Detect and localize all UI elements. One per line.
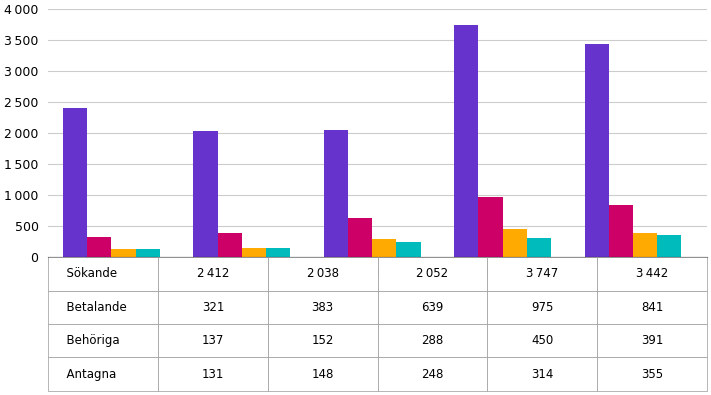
Bar [609, 205, 633, 257]
Bar [266, 248, 290, 257]
Bar [63, 108, 87, 257]
Bar [324, 130, 348, 257]
Bar [372, 239, 396, 257]
Bar [657, 235, 681, 257]
Bar [193, 131, 218, 257]
Bar [242, 248, 266, 257]
Bar [396, 242, 421, 257]
Bar [348, 218, 372, 257]
Bar [503, 229, 527, 257]
Bar [527, 238, 551, 257]
Bar [112, 249, 136, 257]
Bar [479, 197, 503, 257]
Bar [87, 237, 112, 257]
Bar [218, 233, 242, 257]
Bar [136, 249, 160, 257]
Bar [454, 25, 479, 257]
Bar [584, 44, 609, 257]
Bar [633, 233, 657, 257]
